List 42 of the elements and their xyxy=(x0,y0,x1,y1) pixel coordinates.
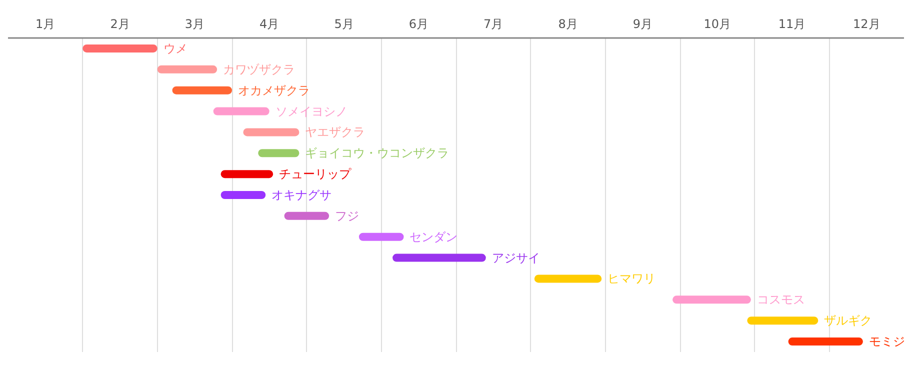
y-tick-label: センダン xyxy=(410,230,458,244)
x-tick-label: 3月 xyxy=(184,17,204,31)
bar xyxy=(258,149,300,158)
bar xyxy=(672,296,751,304)
x-tick-label: 9月 xyxy=(632,17,652,31)
x-tick-label: 11月 xyxy=(778,17,806,31)
bar xyxy=(358,232,404,241)
x-tick-label: 10月 xyxy=(704,17,731,31)
x-tick-label: 2月 xyxy=(110,17,130,31)
y-tick-label: コスモス xyxy=(756,292,805,307)
y-tick-label: オキナグサ xyxy=(272,188,332,202)
y-tick-label: オカメザクラ xyxy=(238,83,310,98)
x-tick-label: 5月 xyxy=(334,17,354,31)
bar xyxy=(284,212,330,220)
y-tick-label: アジサイ xyxy=(492,250,540,265)
y-tick-label: ギョイコウ・ウコンザクラ xyxy=(305,146,450,160)
y-tick-label: ヒマワリ xyxy=(608,272,656,286)
y-tick-label: ソメイヨシノ xyxy=(275,104,348,118)
y-tick-label: チューリップ xyxy=(279,167,352,182)
bar xyxy=(243,128,300,136)
bar xyxy=(747,316,818,325)
x-tick-label: 8月 xyxy=(558,17,578,31)
x-tick-label: 7月 xyxy=(484,17,504,31)
y-tick-label: フジ xyxy=(335,208,360,223)
x-tick-label: 1月 xyxy=(36,17,56,31)
x-tick-label: 4月 xyxy=(260,17,280,31)
bar xyxy=(534,274,602,283)
y-tick-label: ヤエザクラ xyxy=(305,125,366,140)
bar xyxy=(82,44,158,52)
bar xyxy=(213,107,270,116)
bar xyxy=(220,191,266,199)
bar xyxy=(392,254,486,262)
y-tick-label: モミジ xyxy=(868,334,905,349)
x-tick-label: 6月 xyxy=(408,17,428,31)
x-tick-label: 12月 xyxy=(853,17,880,31)
bar xyxy=(220,170,274,178)
y-tick-label: ウメ xyxy=(163,41,188,56)
bar xyxy=(788,338,863,346)
y-tick-label: カワヅザクラ xyxy=(223,62,296,76)
bar xyxy=(172,86,232,94)
y-tick-label: ザルギク xyxy=(824,314,872,328)
bar xyxy=(157,65,218,74)
